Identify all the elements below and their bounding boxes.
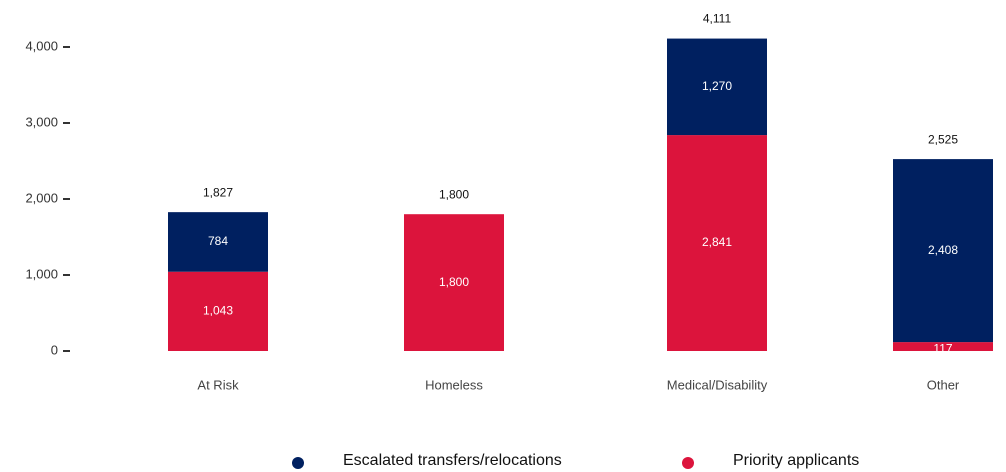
y-tick-label: 3,000 (25, 114, 58, 129)
data-label: 1,270 (702, 79, 732, 93)
y-tick-label: 2,000 (25, 190, 58, 205)
total-label: 2,525 (928, 132, 958, 146)
bar-segment (893, 342, 993, 351)
x-tick-label: Other (927, 377, 960, 392)
y-tick-label: 4,000 (25, 38, 58, 53)
bar-segment (667, 38, 767, 136)
bar-segment (168, 271, 268, 351)
total-label: 4,111 (703, 12, 732, 26)
data-label: 784 (208, 234, 228, 248)
y-tick-label: 1,000 (25, 266, 58, 281)
bar-segment (893, 159, 993, 343)
x-tick-label: Medical/Disability (667, 377, 768, 392)
data-label: 2,841 (702, 235, 732, 249)
legend-label: Escalated transfers/relocations (343, 452, 562, 469)
legend-marker (292, 457, 304, 469)
data-label: 1,043 (203, 304, 233, 318)
x-tick-label: At Risk (197, 377, 239, 392)
legend-label: Priority applicants (733, 452, 859, 469)
bar-segment (168, 212, 268, 272)
bar-segment (404, 214, 504, 351)
data-label: 2,408 (928, 243, 958, 257)
y-tick-label: 0 (51, 342, 58, 357)
total-label: 1,800 (439, 187, 469, 201)
data-label: 1,800 (439, 275, 469, 289)
legend-marker (682, 457, 694, 469)
x-tick-label: Homeless (425, 377, 483, 392)
data-label: 117 (933, 342, 952, 356)
total-label: 1,827 (203, 185, 233, 199)
bar-segment (667, 135, 767, 351)
